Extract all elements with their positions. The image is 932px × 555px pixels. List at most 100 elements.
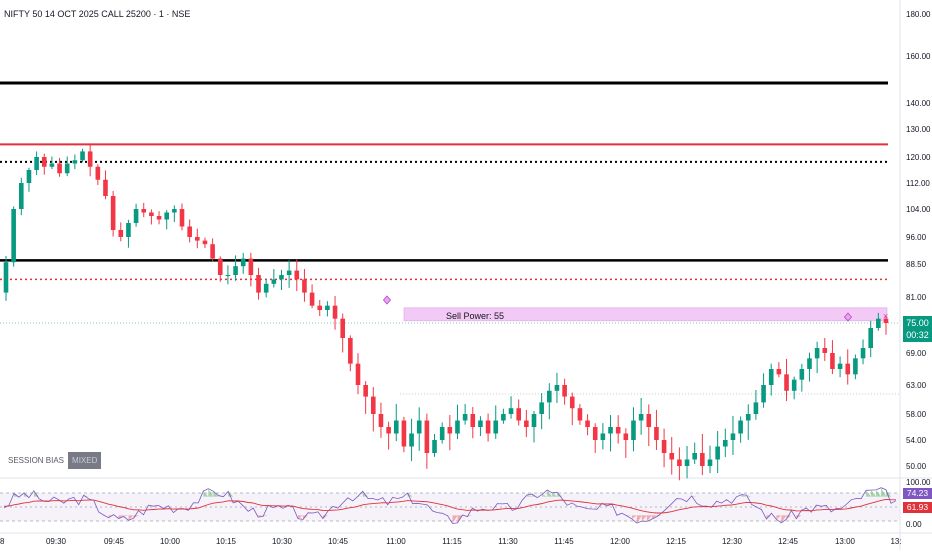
candle-body <box>554 385 560 391</box>
price-tick-10: 69.00 <box>906 349 927 358</box>
candle-body <box>516 408 521 421</box>
time-tick-1: 09:30 <box>46 537 67 546</box>
candle-body <box>455 420 460 434</box>
candle-body <box>195 237 200 241</box>
candle-body <box>87 151 93 167</box>
rsi-panel: 100.00 0.00 <box>0 478 931 529</box>
candle-body <box>401 420 407 447</box>
candle-body <box>784 374 789 391</box>
time-tick-3: 10:00 <box>160 537 181 546</box>
candle-body <box>876 318 881 328</box>
candle-body <box>853 358 858 375</box>
time-tick-7: 11:00 <box>386 537 406 546</box>
candle-body <box>225 275 231 276</box>
candle-body <box>692 453 697 460</box>
candle-body <box>669 453 675 460</box>
candle-body <box>493 420 499 434</box>
sell-power-zone[interactable] <box>403 307 888 322</box>
candle-body <box>646 414 652 427</box>
candle-body <box>57 163 62 174</box>
session-bias-badge: MIXED <box>68 452 102 469</box>
candle-body <box>439 427 445 440</box>
rsi-oversold-fill <box>108 515 802 524</box>
candle-body <box>309 292 315 306</box>
candle-body <box>386 427 391 434</box>
candle-body <box>325 305 330 310</box>
price-tick-14: 50.00 <box>906 462 927 471</box>
candle-body <box>524 420 529 427</box>
candle-body <box>348 338 353 364</box>
current-price-tag: 75.00 00:32 <box>903 316 932 342</box>
rsi-tick-100: 100.00 <box>906 478 931 487</box>
candle-body <box>677 459 682 466</box>
time-tick-5: 10:30 <box>272 537 293 546</box>
sell-signal-marker <box>382 295 392 305</box>
candle-body <box>631 420 636 440</box>
candle-body <box>462 414 468 421</box>
candle-body <box>501 414 506 421</box>
candle-body <box>654 427 659 440</box>
candle-body <box>118 230 124 237</box>
candle-body <box>179 209 185 227</box>
candle-body <box>623 433 629 440</box>
rsi-ma-line <box>3 498 897 514</box>
price-tick-12: 58.00 <box>906 410 927 419</box>
candlesticks <box>3 143 889 481</box>
bar-countdown: 00:32 <box>906 330 929 340</box>
candle-body <box>883 318 889 323</box>
candle-body <box>478 420 483 427</box>
candle-body <box>707 459 713 466</box>
candle-body <box>103 179 108 196</box>
candle-body <box>830 353 835 369</box>
candle-body <box>470 414 476 427</box>
candle-body <box>791 379 797 391</box>
candle-body <box>684 459 690 466</box>
price-tick-5: 112.00 <box>906 179 930 188</box>
candle-body <box>860 348 866 359</box>
candle-body <box>447 427 453 434</box>
candle-body <box>279 275 284 280</box>
price-tick-0: 180.00 <box>906 10 931 19</box>
candle-body <box>531 414 537 427</box>
price-tick-4: 120.00 <box>906 153 931 162</box>
time-axis[interactable]: 8 09:30 09:45 10:00 10:15 10:30 10:45 11:00 11:1… <box>0 537 902 546</box>
candle-body <box>133 209 139 223</box>
time-tick-2: 09:45 <box>104 537 125 546</box>
candle-body <box>371 396 376 414</box>
candle-body <box>416 420 422 434</box>
price-tick-11: 63.00 <box>906 381 927 390</box>
price-tick-6: 104.00 <box>906 205 931 214</box>
price-axis[interactable]: 180.00 160.00 140.00 130.00 120.00 112.00 104.… <box>906 10 931 471</box>
candle-body <box>164 212 169 220</box>
candle-body <box>263 283 269 293</box>
candle-body <box>485 420 491 434</box>
candle-body <box>286 270 292 275</box>
time-tick-8: 11:15 <box>442 537 462 546</box>
exit-marker-icon: × <box>883 311 888 321</box>
candle-body <box>340 318 345 338</box>
candle-body <box>34 157 39 170</box>
sell-signal-marker <box>843 312 853 322</box>
candle-body <box>217 258 223 275</box>
candle-body <box>256 275 261 293</box>
candle-body <box>172 209 177 213</box>
time-tick-9: 11:30 <box>498 537 518 546</box>
rsi-value-tag: 74.23 <box>903 488 932 499</box>
candle-body <box>868 328 873 348</box>
candle-body <box>64 163 70 174</box>
candle-body <box>317 305 323 310</box>
price-tick-8: 88.50 <box>906 260 927 269</box>
time-tick-13: 12:30 <box>722 537 743 546</box>
candle-body <box>539 402 544 414</box>
candle-body <box>49 163 55 167</box>
candle-body <box>393 420 399 434</box>
candle-body <box>95 166 101 180</box>
candle-body <box>745 414 751 421</box>
candle-body <box>409 433 414 447</box>
time-tick-0: 8 <box>0 537 5 546</box>
candle-body <box>807 358 812 369</box>
chart-title: NIFTY 50 14 OCT 2025 CALL 25200 · 1 · NS… <box>4 9 191 19</box>
candle-body <box>424 420 430 453</box>
